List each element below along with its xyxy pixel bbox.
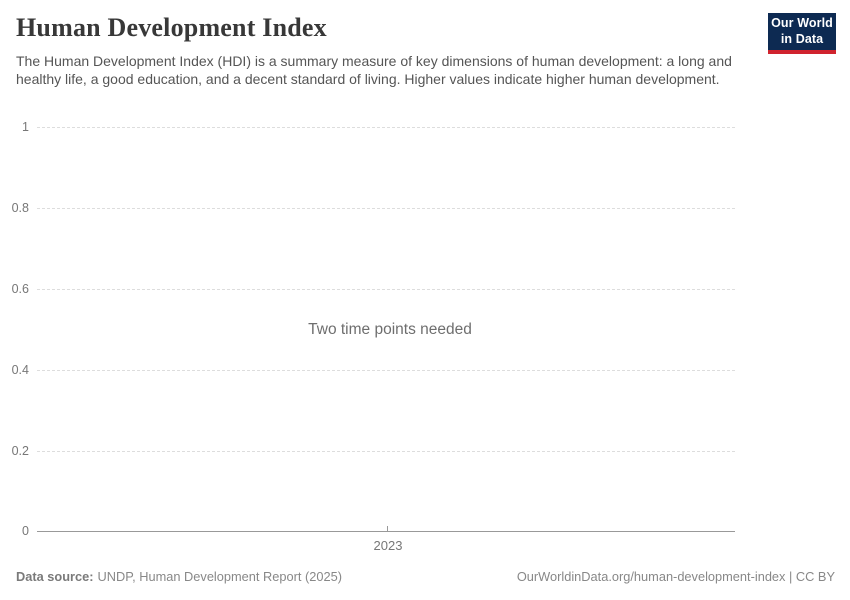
gridline (37, 126, 735, 128)
data-source-link[interactable]: UNDP, Human Development Report (2025) (97, 569, 342, 584)
x-axis-row: 0 (8, 523, 735, 539)
x-tick-mark (387, 526, 388, 531)
y-tick-label: 0.2 (11, 444, 29, 458)
gridline (37, 369, 735, 371)
data-source-note: Data source: UNDP, Human Development Repo… (16, 569, 342, 584)
y-tick-label: 0 (22, 524, 29, 538)
owid-logo-line2: in Data (780, 32, 824, 46)
owid-logo[interactable]: Our World in Data (768, 13, 836, 54)
x-axis-line (37, 530, 735, 532)
x-tick-label: 2023 (373, 538, 403, 553)
gridline-row-2: 0.8 (8, 200, 735, 216)
chart-subtitle: The Human Development Index (HDI) is a s… (16, 53, 732, 87)
gridline-row-3: 0.6 (8, 281, 735, 297)
y-tick-label: 1 (22, 120, 29, 134)
data-source-label: Data source: (16, 569, 94, 584)
owid-logo-line1: Our World (771, 16, 833, 30)
gridline-row-1: 1 (8, 119, 735, 135)
gridline-row-5: 0.2 (8, 443, 735, 459)
gridline (37, 207, 735, 209)
attribution-link[interactable]: OurWorldinData.org/human-development-ind… (516, 569, 835, 584)
page-title: Human Development Index (16, 13, 327, 42)
y-tick-label: 0.8 (11, 201, 29, 215)
y-tick-label: 0.6 (11, 282, 29, 296)
gridline (37, 288, 735, 290)
gridline (37, 450, 735, 452)
y-tick-label: 0.4 (11, 363, 29, 377)
gridline-row-4: 0.4 (8, 362, 735, 378)
owid-logo-red-bar (768, 50, 836, 54)
owid-logo-box: Our World in Data (768, 13, 836, 50)
empty-chart-message: Two time points needed (308, 321, 472, 338)
